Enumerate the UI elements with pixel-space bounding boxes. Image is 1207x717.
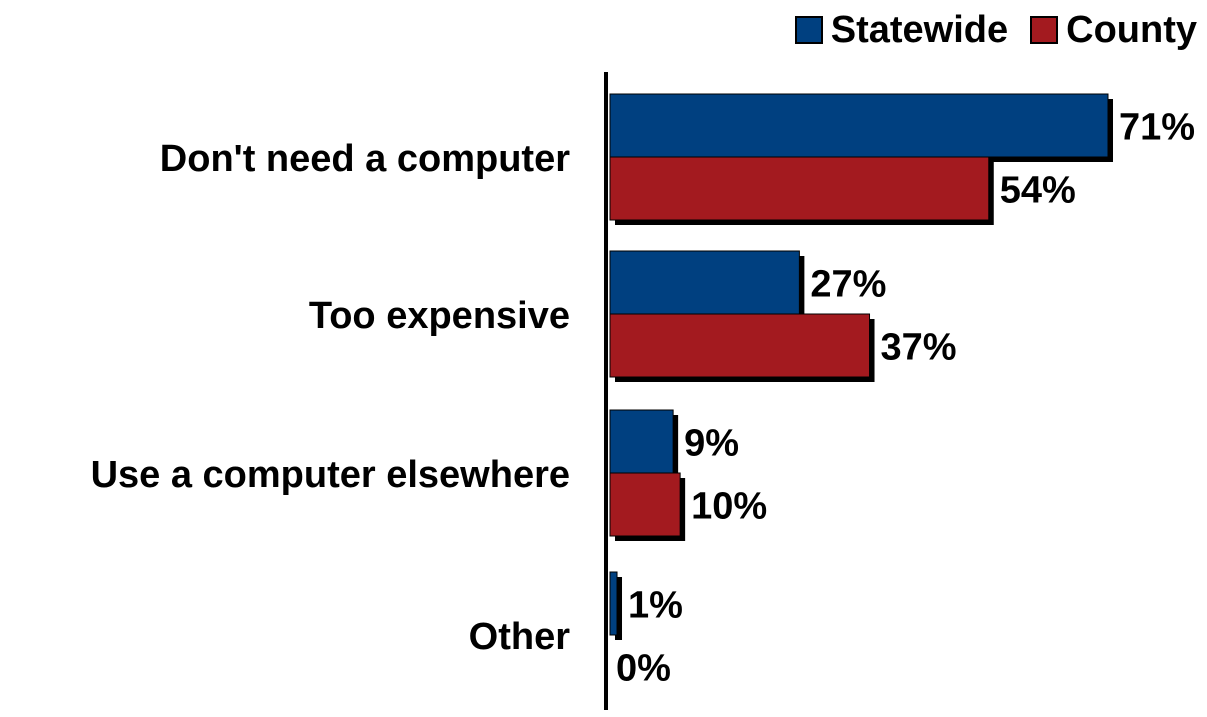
legend-swatch-statewide bbox=[794, 16, 823, 44]
bar-county-0 bbox=[609, 156, 990, 221]
legend: Statewide County bbox=[794, 8, 1197, 52]
bar-county-2 bbox=[609, 472, 681, 537]
legend-label-county: County bbox=[1066, 9, 1197, 51]
legend-item-statewide: Statewide bbox=[794, 8, 1009, 52]
data-label: 9% bbox=[684, 423, 739, 465]
bar-shadow bbox=[615, 577, 623, 640]
bar-statewide-1 bbox=[609, 250, 800, 315]
data-label: 37% bbox=[881, 327, 957, 369]
bar-statewide-2 bbox=[609, 409, 674, 474]
data-label: 10% bbox=[691, 486, 767, 528]
category-label: Use a computer elsewhere bbox=[91, 454, 570, 496]
bar-statewide-0 bbox=[609, 93, 1109, 158]
data-label: 0% bbox=[616, 648, 671, 690]
legend-label-statewide: Statewide bbox=[830, 9, 1009, 51]
data-label: 71% bbox=[1119, 107, 1195, 149]
bar-statewide-3 bbox=[609, 571, 618, 636]
bar-county-1 bbox=[609, 313, 871, 378]
legend-swatch-county bbox=[1030, 16, 1059, 44]
data-label: 54% bbox=[1000, 170, 1076, 212]
data-label: 1% bbox=[628, 585, 683, 627]
category-label: Other bbox=[469, 616, 571, 658]
data-label: 27% bbox=[810, 264, 886, 306]
legend-item-county: County bbox=[1030, 8, 1197, 52]
category-label: Too expensive bbox=[309, 295, 570, 337]
category-label: Don't need a computer bbox=[160, 138, 570, 180]
